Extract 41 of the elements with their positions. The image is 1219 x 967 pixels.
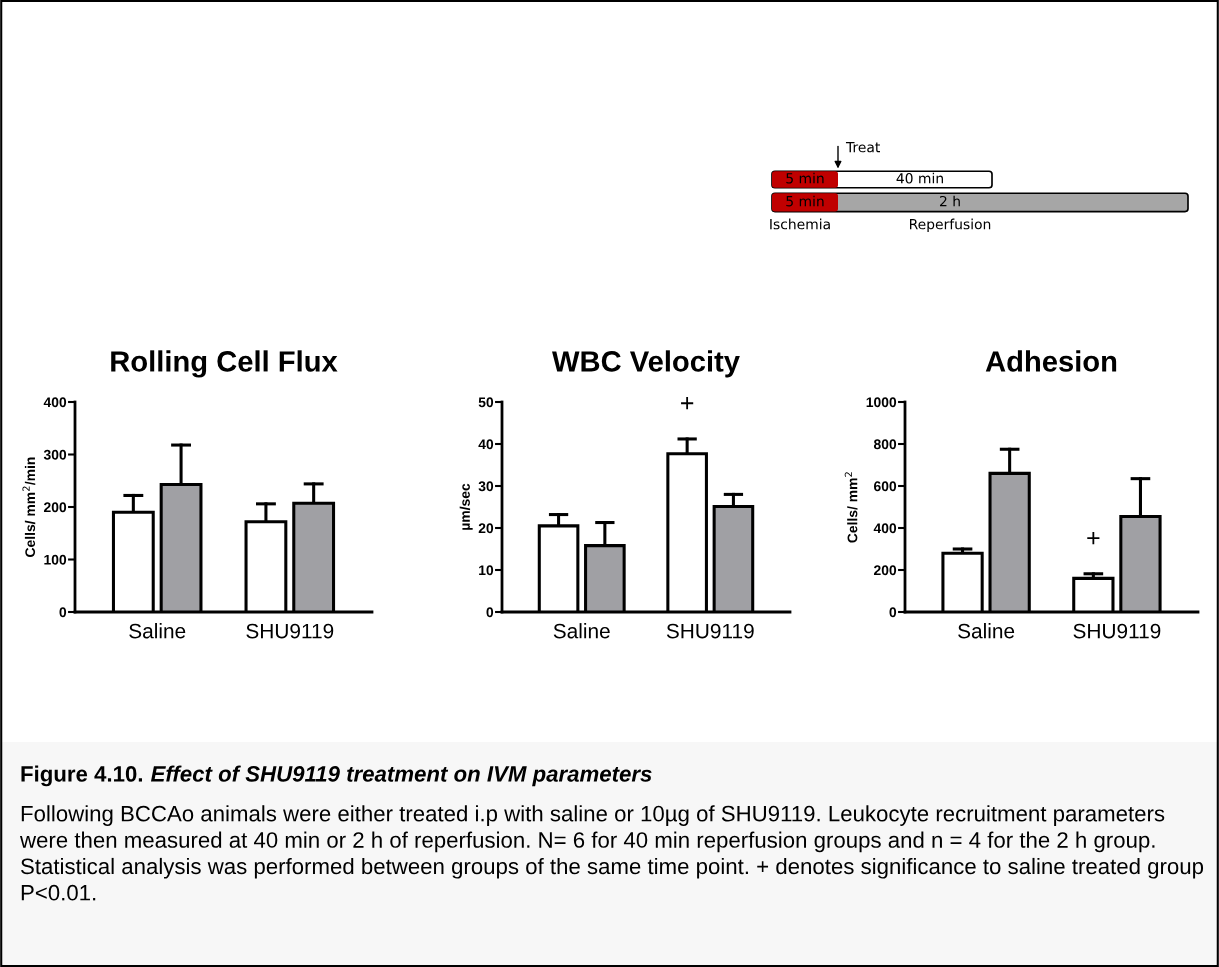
text: Following BCCAo animals were either treated i.p with saline or 10µg of SHU9119. Leukocyte recruitment parameters were then measured at 40 min or 2 h of reperfusion. N= 6 for 40 min reperfusion groups and n = 4 for the 2 h group. Statistical analysis was performed between groups of the same time point. + denotes significance to saline treated group P<0.01.: [19, 805, 1204, 901]
chart-title: Adhesion: [985, 350, 1117, 372]
text: Effect of SHU9119 treatment on IVM parameters: [150, 765, 652, 787]
x-tick-label: SHU9119: [1073, 623, 1161, 639]
y-tick-label: 0: [59, 607, 67, 618]
y-axis-title: Cells/ mm$^{2}$/min: [22, 457, 36, 557]
y-tick-label: 30: [478, 481, 494, 492]
y-tick-label: 40: [478, 439, 494, 450]
y-axis-title: µm/sec: [459, 483, 473, 530]
y-tick-label: 300: [43, 449, 67, 460]
text: Treat: [845, 142, 880, 153]
x-tick-label: Saline: [553, 623, 610, 639]
y-tick-label: 1000: [866, 397, 897, 408]
annotation: +: [1087, 531, 1100, 545]
y-tick-label: 800: [873, 439, 897, 450]
y-tick-label: 0: [486, 607, 494, 618]
y-tick-label: 400: [873, 523, 897, 534]
y-tick-label: 10: [479, 565, 494, 576]
text: 5 min: [786, 172, 824, 184]
y-tick-label: 600: [874, 481, 897, 492]
chart-title: Rolling Cell Flux: [111, 350, 338, 378]
text: Ischemia: [770, 218, 830, 230]
chart-title: WBC Velocity: [552, 350, 740, 378]
annotation: +: [681, 397, 694, 410]
caption: Figure 4.10.: [21, 765, 142, 787]
y-tick-label: 200: [873, 565, 897, 576]
x-tick-label: Saline: [129, 623, 186, 639]
x-tick-label: Saline: [958, 623, 1015, 639]
text: 5 min: [786, 195, 824, 207]
x-tick-label: SHU9119: [666, 623, 754, 639]
y-tick-label: 20: [478, 523, 494, 534]
text: 40 min: [896, 172, 943, 184]
y-tick-label: 400: [43, 397, 67, 408]
text: Reperfusion: [910, 218, 991, 233]
y-axis-title: Cells/ mm$^{2}$: [844, 472, 858, 543]
y-tick-label: 200: [43, 502, 67, 513]
y-tick-label: 100: [44, 554, 67, 565]
x-tick-label: SHU9119: [246, 623, 334, 639]
y-tick-label: 50: [478, 397, 494, 408]
text: 2 h: [939, 195, 960, 207]
y-tick-label: 0: [889, 607, 897, 618]
